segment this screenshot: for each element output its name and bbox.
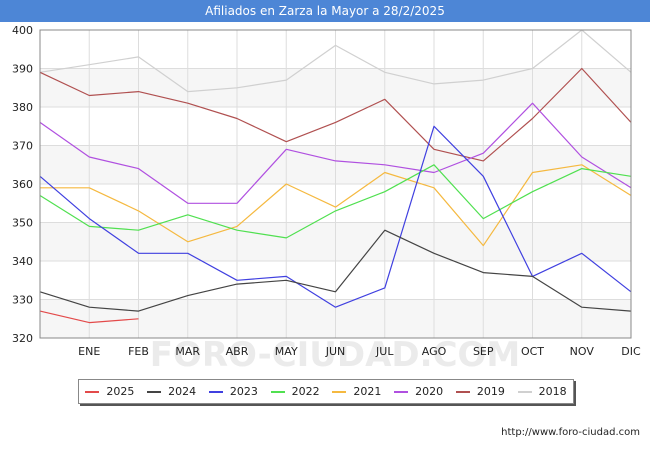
legend-swatch [85, 390, 100, 393]
legend-swatch [394, 390, 409, 393]
legend-swatch [517, 390, 532, 393]
x-axis-tick-labels: ENE FEB MAR ABR MAY JUN JUL AGO SEP OCT NOV DIC [78, 345, 641, 358]
source-url: http://www.foro-ciudad.com [501, 427, 640, 438]
legend: 2025 2024 2023 2022 2021 2020 2019 2018 [78, 379, 574, 404]
x-tick-label: MAR [175, 345, 200, 358]
legend-label: 2018 [538, 385, 567, 398]
series-lines [39, 29, 632, 324]
series-line-2022 [39, 164, 632, 239]
chart-title: Afiliados en Zarza la Mayor a 28/2/2025 [205, 4, 445, 18]
legend-item-2021: 2021 [332, 385, 381, 398]
y-axis-tick-labels: 320 330 340 350 360 370 380 390 400 [12, 24, 33, 345]
x-tick-label: JUN [325, 345, 346, 358]
legend-label: 2024 [168, 385, 197, 398]
y-tick-label: 400 [12, 24, 33, 37]
y-tick-label: 330 [12, 294, 33, 307]
x-tick-label: ABR [226, 345, 249, 358]
series-line-2025 [39, 310, 139, 324]
x-tick-label: JUL [375, 345, 394, 358]
series-line-2019 [39, 67, 632, 162]
chart-title-bar: Afiliados en Zarza la Mayor a 28/2/2025 [0, 0, 650, 22]
y-tick-label: 350 [12, 217, 33, 230]
y-tick-label: 380 [12, 101, 33, 114]
x-tick-label: DIC [621, 345, 641, 358]
legend-swatch [332, 390, 347, 393]
legend-label: 2021 [353, 385, 382, 398]
legend-item-2023: 2023 [208, 385, 258, 398]
series-line-2024 [39, 229, 632, 312]
x-tick-label: OCT [521, 345, 544, 358]
y-tick-label: 320 [12, 332, 33, 345]
x-tick-label: MAY [275, 345, 298, 358]
y-tick-label: 360 [12, 178, 33, 191]
legend-swatch [147, 390, 162, 393]
y-tick-label: 390 [12, 63, 33, 76]
legend-label: 2019 [476, 385, 505, 398]
plot-border [39, 29, 632, 339]
legend-item-2020: 2020 [394, 385, 443, 398]
x-tick-label: NOV [570, 345, 595, 358]
legend-item-2024: 2024 [147, 385, 196, 398]
x-tick-label: ENE [78, 345, 100, 358]
legend-swatch [455, 390, 470, 393]
legend-label: 2022 [291, 385, 320, 398]
legend-label: 2020 [415, 385, 444, 398]
legend-item-2022: 2022 [270, 385, 320, 398]
series-line-2018 [39, 29, 632, 93]
x-tick-label: SEP [473, 345, 494, 358]
series-line-2020 [39, 102, 632, 204]
legend-label: 2023 [229, 385, 258, 398]
series-line-2021 [40, 164, 632, 247]
y-tick-label: 370 [12, 140, 33, 153]
legend-label: 2025 [106, 385, 135, 398]
legend-item-2018: 2018 [517, 385, 567, 398]
y-tick-label: 340 [12, 255, 33, 268]
x-tick-label: FEB [128, 345, 149, 358]
legend-swatch [270, 390, 285, 393]
watermark: FORO-CIUDAD.COM [150, 335, 521, 375]
legend-swatch [208, 390, 223, 393]
x-tick-label: AGO [422, 345, 447, 358]
legend-item-2019: 2019 [455, 385, 505, 398]
legend-item-2025: 2025 [85, 385, 134, 398]
